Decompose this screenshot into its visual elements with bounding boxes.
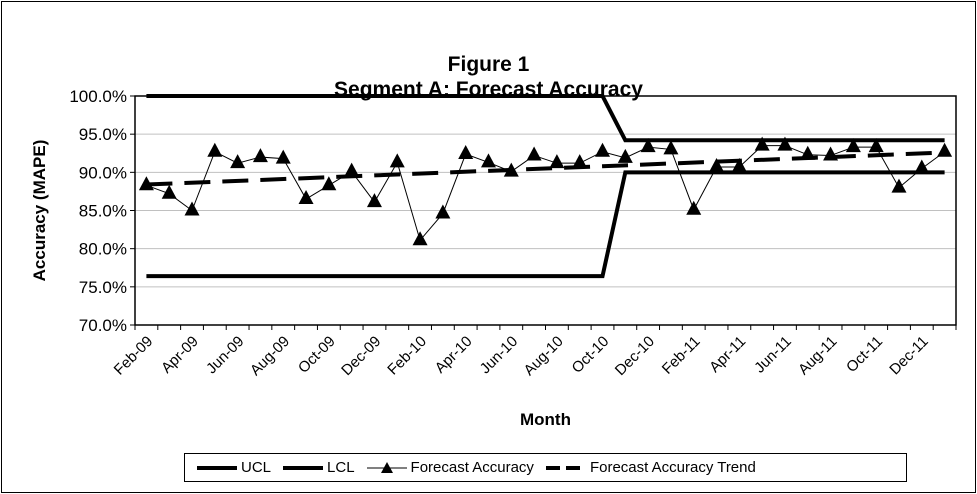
x-tick-label: Jun-11 (751, 333, 795, 377)
data-point-marker (503, 162, 519, 177)
data-point-marker (389, 153, 405, 168)
data-point-marker (366, 193, 382, 208)
legend: UCL LCL Forecast Accuracy Forecast Accur… (184, 453, 907, 482)
data-point-marker (686, 200, 702, 215)
data-point-marker (252, 148, 268, 163)
legend-label-forecast-accuracy: Forecast Accuracy (410, 459, 534, 476)
x-tick-label: Aug-11 (795, 333, 840, 378)
data-point-marker (230, 154, 246, 169)
data-point-marker (549, 154, 565, 169)
x-tick-label: Aug-09 (247, 333, 293, 379)
data-point-marker (709, 157, 725, 172)
data-point-marker (321, 176, 337, 191)
x-tick-label: Aug-10 (521, 333, 567, 379)
data-point-marker (754, 136, 770, 151)
lcl-line (146, 170, 945, 279)
x-axis-title: Month (520, 410, 571, 429)
data-point-marker (617, 148, 633, 163)
x-tick-label: Oct-10 (569, 333, 613, 377)
legend-item-ucl: UCL (197, 459, 271, 476)
legend-item-trend: Forecast Accuracy Trend (545, 459, 756, 476)
data-point-marker (731, 157, 747, 172)
data-point-marker (595, 142, 611, 157)
x-tick-label: Feb-09 (111, 333, 157, 379)
y-tick-label: 75.0% (79, 278, 127, 297)
legend-swatch-forecast-accuracy (366, 461, 407, 473)
y-tick-label: 80.0% (79, 240, 127, 259)
data-point-marker (823, 146, 839, 161)
data-point-marker (412, 231, 428, 246)
data-point-marker (275, 149, 291, 164)
data-point-marker (800, 145, 816, 160)
legend-item-forecast-accuracy: Forecast Accuracy (366, 459, 534, 476)
x-tick-label: Apr-11 (706, 333, 749, 376)
y-tick-label: 85.0% (79, 202, 127, 221)
legend-label-trend: Forecast Accuracy Trend (589, 459, 756, 476)
data-point-marker (914, 159, 930, 174)
data-point-marker (207, 142, 223, 157)
data-point-marker (663, 140, 679, 155)
y-axis-title: Accuracy (MAPE) (30, 140, 49, 282)
x-tick-label: Oct-11 (843, 333, 886, 376)
data-point-marker (458, 145, 474, 160)
data-point-marker (138, 176, 154, 191)
y-tick-label: 100.0% (69, 87, 127, 106)
legend-swatch-trend (545, 465, 586, 470)
x-tick-label: Feb-11 (659, 333, 704, 378)
x-tick-label: Dec-09 (338, 333, 384, 379)
x-tick-label: Jun-09 (203, 333, 247, 377)
y-tick-label: 90.0% (79, 163, 127, 182)
data-point-marker (480, 153, 496, 168)
chart-title: Figure 1 (447, 53, 530, 76)
data-point-marker (161, 184, 177, 199)
legend-swatch-ucl (197, 465, 237, 470)
legend-swatch-lcl (283, 465, 324, 470)
data-point-marker (937, 142, 953, 157)
legend-label-lcl: LCL (327, 459, 355, 476)
data-point-marker (640, 138, 656, 153)
data-point-marker (298, 190, 314, 205)
legend-item-lcl: LCL (283, 459, 355, 476)
data-point-marker (526, 146, 542, 161)
x-tick-label: Oct-09 (295, 333, 339, 377)
data-point-marker (868, 138, 884, 153)
ucl-line (146, 94, 945, 143)
data-point-marker (777, 136, 793, 151)
data-point-marker (435, 204, 451, 219)
x-tick-label: Apr-09 (158, 333, 202, 377)
data-point-marker (891, 178, 907, 193)
x-tick-label: Jun-10 (477, 333, 521, 377)
x-tick-label: Dec-10 (612, 333, 658, 379)
data-point-marker (344, 162, 360, 177)
legend-label-ucl: UCL (241, 459, 272, 476)
data-point-marker (845, 138, 861, 153)
y-tick-label: 70.0% (79, 316, 127, 335)
x-tick-label: Dec-11 (886, 333, 931, 378)
x-tick-label: Apr-10 (432, 333, 476, 377)
data-point-marker (572, 154, 588, 169)
x-tick-label: Feb-10 (384, 333, 430, 379)
y-tick-label: 95.0% (79, 125, 127, 144)
data-point-marker (184, 201, 200, 216)
